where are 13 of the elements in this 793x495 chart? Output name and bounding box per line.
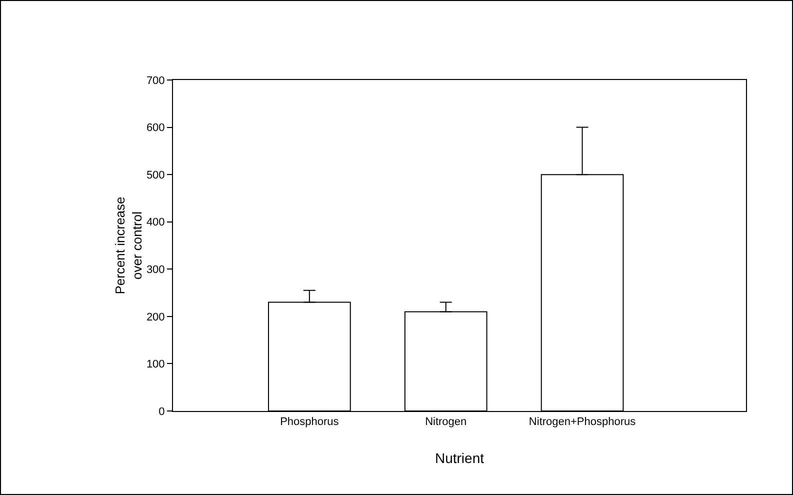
x-axis-title: Nutrient [434, 450, 484, 466]
y-tick-label: 100 [146, 358, 165, 371]
y-tick-label: 400 [146, 216, 165, 229]
y-axis-title: Percent increase over control [112, 196, 144, 294]
y-tick-label: 500 [146, 169, 165, 182]
y-tick-label: 700 [146, 74, 165, 87]
y-tick-label: 600 [146, 122, 165, 134]
y-tick-label: 300 [146, 264, 165, 276]
x-tick-label: Nitrogen+Phosphorus [528, 416, 636, 428]
x-tick-label: Nitrogen [425, 416, 467, 428]
y-tick-label: 200 [146, 311, 165, 324]
y-tick-label: 0 [158, 406, 165, 418]
x-tick-label: Phosphorus [280, 416, 340, 428]
